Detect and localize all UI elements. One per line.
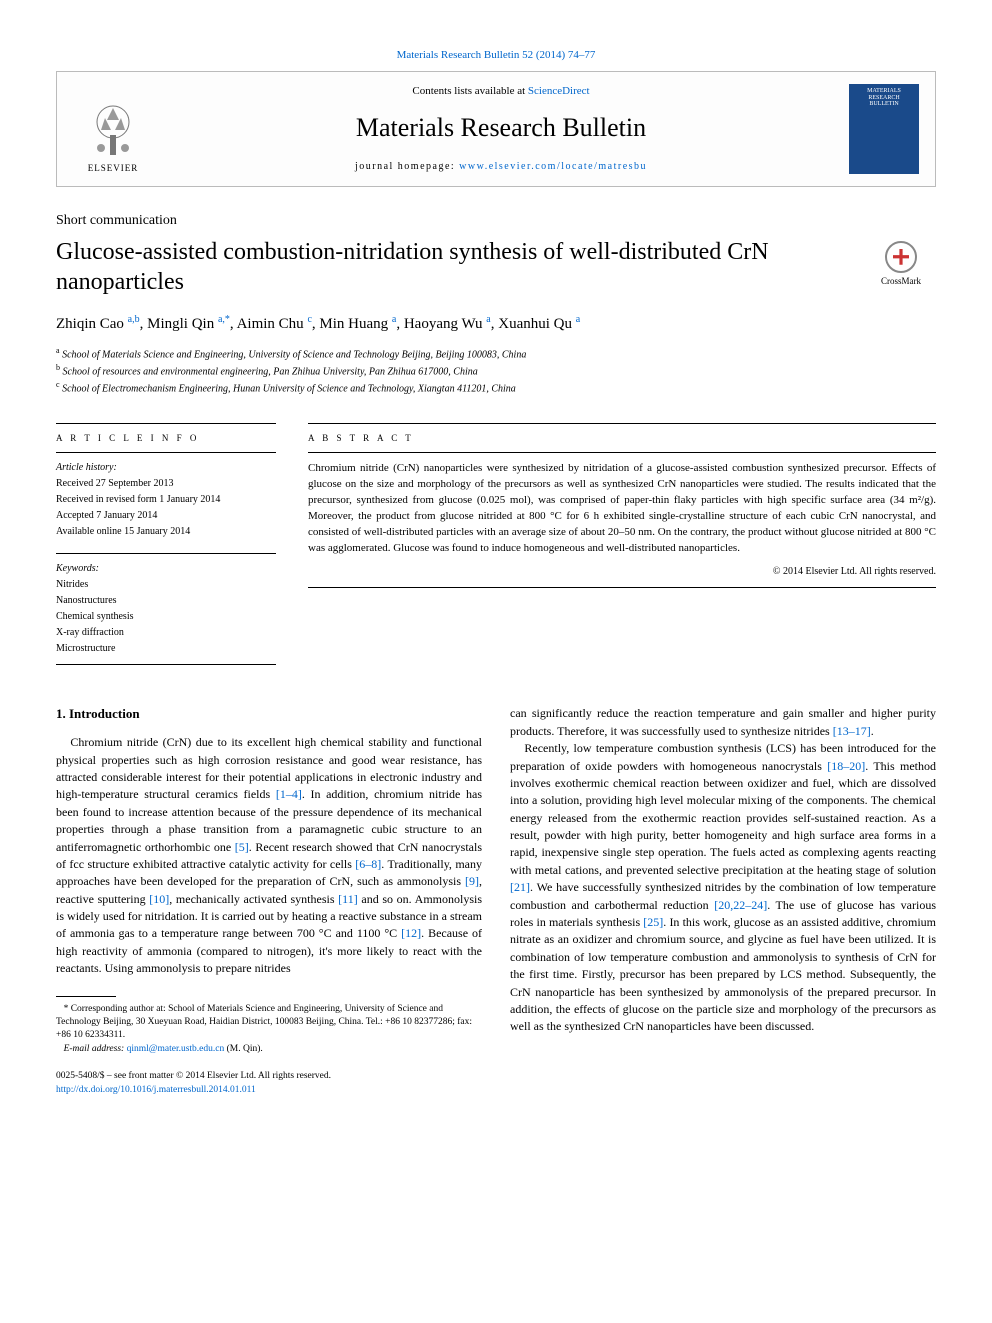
contents-line: Contents lists available at ScienceDirec…: [169, 84, 833, 99]
corresponding-author: * Corresponding author at: School of Mat…: [56, 1003, 482, 1043]
crossmark-icon: [885, 241, 917, 273]
keyword: Nanostructures: [56, 594, 276, 608]
ref-5[interactable]: [5]: [235, 840, 249, 854]
history-line: Available online 15 January 2014: [56, 525, 276, 539]
ref-20-22-24[interactable]: [20,22–24]: [714, 898, 767, 912]
keyword: Nitrides: [56, 578, 276, 592]
sciencedirect-link[interactable]: ScienceDirect: [528, 85, 590, 97]
ref-18-20[interactable]: [18–20]: [827, 759, 865, 773]
crossmark-label: CrossMark: [881, 275, 921, 288]
affiliations: a School of Materials Science and Engine…: [56, 345, 936, 397]
keyword: Chemical synthesis: [56, 610, 276, 624]
doi-link[interactable]: http://dx.doi.org/10.1016/j.materresbull…: [56, 1085, 256, 1095]
article-info: A R T I C L E I N F O Article history: R…: [56, 415, 276, 674]
title-row: Glucose-assisted combustion-nitridation …: [56, 237, 936, 297]
ref-11[interactable]: [11]: [338, 892, 358, 906]
affiliation: a School of Materials Science and Engine…: [56, 345, 936, 362]
abstract-heading: A B S T R A C T: [308, 432, 936, 445]
body-columns: 1. Introduction Chromium nitride (CrN) d…: [56, 705, 936, 1097]
history-line: Accepted 7 January 2014: [56, 509, 276, 523]
keywords-label: Keywords:: [56, 562, 276, 576]
affiliation: b School of resources and environmental …: [56, 362, 936, 379]
elsevier-tree-icon: [83, 100, 143, 160]
footnote-separator: [56, 996, 116, 997]
ref-1-4[interactable]: [1–4]: [276, 787, 302, 801]
article-title: Glucose-assisted combustion-nitridation …: [56, 237, 850, 297]
intro-para-1: Chromium nitride (CrN) due to its excell…: [56, 734, 482, 977]
journal-cover: MATERIALS RESEARCH BULLETIN: [849, 84, 919, 174]
affiliation: c School of Electromechanism Engineering…: [56, 379, 936, 396]
abstract: A B S T R A C T Chromium nitride (CrN) n…: [308, 415, 936, 674]
authors: Zhiqin Cao a,b, Mingli Qin a,*, Aimin Ch…: [56, 313, 936, 335]
cover-title: MATERIALS RESEARCH BULLETIN: [853, 88, 915, 108]
keywords-block: Keywords: Nitrides Nanostructures Chemical…: [56, 553, 276, 665]
homepage-link[interactable]: www.elsevier.com/locate/matresbu: [459, 161, 647, 172]
ref-21[interactable]: [21]: [510, 880, 530, 894]
homepage-line: journal homepage: www.elsevier.com/locat…: [169, 160, 833, 174]
elsevier-logo: ELSEVIER: [73, 84, 153, 174]
history-line: Received 27 September 2013: [56, 477, 276, 491]
bottom-meta: 0025-5408/$ – see front matter © 2014 El…: [56, 1070, 482, 1098]
journal-name: Materials Research Bulletin: [169, 110, 833, 146]
abstract-copyright: © 2014 Elsevier Ltd. All rights reserved…: [308, 565, 936, 579]
keyword: Microstructure: [56, 642, 276, 656]
top-citation-link: Materials Research Bulletin 52 (2014) 74…: [56, 48, 936, 63]
section-1-heading: 1. Introduction: [56, 705, 482, 724]
ref-10[interactable]: [10]: [149, 892, 169, 906]
article-info-heading: A R T I C L E I N F O: [56, 432, 276, 445]
keyword: X-ray diffraction: [56, 626, 276, 640]
journal-header: ELSEVIER Contents lists available at Sci…: [56, 71, 936, 187]
page: Materials Research Bulletin 52 (2014) 74…: [0, 0, 992, 1145]
email-line: E-mail address: qinml@mater.ustb.edu.cn …: [56, 1043, 482, 1056]
contents-prefix: Contents lists available at: [412, 85, 527, 97]
history-label: Article history:: [56, 461, 276, 475]
ref-9[interactable]: [9]: [465, 874, 479, 888]
footnotes: * Corresponding author at: School of Mat…: [56, 1003, 482, 1056]
citation-link[interactable]: Materials Research Bulletin 52 (2014) 74…: [397, 49, 596, 61]
intro-para-1b: can significantly reduce the reaction te…: [510, 705, 936, 740]
ref-25[interactable]: [25]: [643, 915, 663, 929]
keywords-list: Nitrides Nanostructures Chemical synthesis…: [56, 578, 276, 656]
abstract-text: Chromium nitride (CrN) nanoparticles wer…: [308, 461, 936, 557]
intro-para-2: Recently, low temperature combustion syn…: [510, 740, 936, 1036]
header-center: Contents lists available at ScienceDirec…: [153, 80, 849, 178]
history-line: Received in revised form 1 January 2014: [56, 493, 276, 507]
ref-13-17[interactable]: [13–17]: [833, 724, 871, 738]
crossmark-badge[interactable]: CrossMark: [866, 241, 936, 288]
email-link[interactable]: qinml@mater.ustb.edu.cn: [127, 1044, 225, 1054]
homepage-prefix: journal homepage:: [355, 161, 459, 172]
issn-line: 0025-5408/$ – see front matter © 2014 El…: [56, 1070, 482, 1084]
info-abstract-row: A R T I C L E I N F O Article history: R…: [56, 415, 936, 674]
elsevier-name: ELSEVIER: [88, 162, 139, 175]
ref-6-8[interactable]: [6–8]: [355, 857, 381, 871]
ref-12[interactable]: [12]: [401, 926, 421, 940]
history-lines: Received 27 September 2013 Received in re…: [56, 477, 276, 539]
article-type: Short communication: [56, 211, 936, 231]
